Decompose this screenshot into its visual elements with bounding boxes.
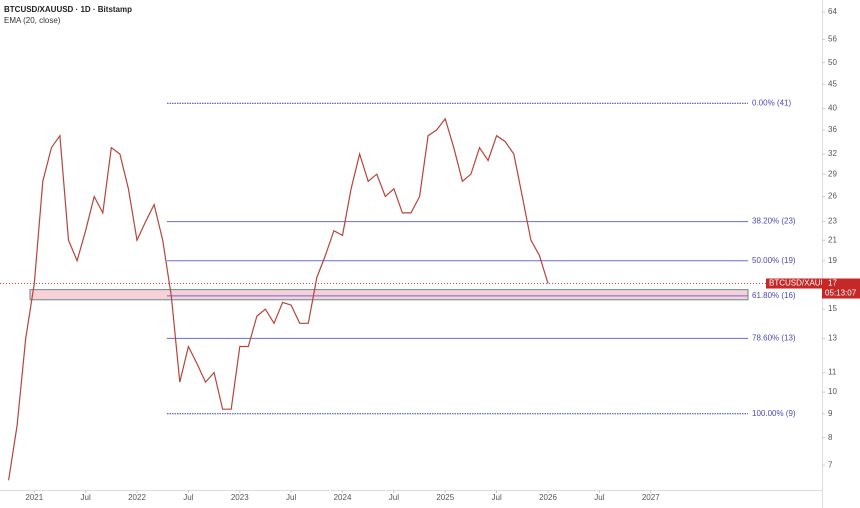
y-tick-label: 15 <box>828 304 837 313</box>
countdown-label: 05:13:07 <box>825 289 857 298</box>
symbol-tag <box>766 278 822 289</box>
indicator-label: EMA (20, close) <box>4 16 61 25</box>
x-tick-label: 2026 <box>539 493 557 502</box>
y-tick-label: 26 <box>828 192 837 201</box>
y-tick-label: 36 <box>828 125 837 134</box>
fib-label: 50.00% (19) <box>752 256 796 265</box>
symbol-label: BTCUSD/XAUUSD <box>769 279 838 288</box>
chart-title: BTCUSD/XAUUSD · 1D · Bitstamp <box>4 5 132 14</box>
support-zone <box>29 289 749 301</box>
fib-label: 38.20% (23) <box>752 217 796 226</box>
x-tick-label: 2024 <box>334 493 352 502</box>
fib-label: 0.00% (41) <box>752 98 791 107</box>
price-line <box>8 117 549 481</box>
x-tick-label: Jul <box>492 493 502 502</box>
y-tick-label: 21 <box>828 235 837 244</box>
fib-label: 61.80% (16) <box>752 291 796 300</box>
x-tick-label: 2025 <box>436 493 454 502</box>
last-price-label: 17 <box>828 279 837 288</box>
price-tag <box>822 278 860 299</box>
x-tick-label: Jul <box>183 493 193 502</box>
y-tick-label: 45 <box>828 79 837 88</box>
y-tick-label: 32 <box>828 149 837 158</box>
y-tick-label: 7 <box>828 460 833 469</box>
y-tick-label: 23 <box>828 217 837 226</box>
y-tick-label: 64 <box>828 7 837 16</box>
fib-label: 100.00% (9) <box>752 409 796 418</box>
y-tick-label: 11 <box>828 368 837 377</box>
x-tick-label: Jul <box>286 493 296 502</box>
x-tick-label: 2023 <box>231 493 249 502</box>
x-tick-label: Jul <box>81 493 91 502</box>
y-tick-label: 29 <box>828 169 837 178</box>
y-tick-label: 10 <box>828 387 837 396</box>
y-tick-label: 8 <box>828 433 833 442</box>
y-tick-label: 50 <box>828 58 837 67</box>
y-tick-label: 56 <box>828 35 837 44</box>
x-tick-label: 2027 <box>642 493 660 502</box>
x-tick-label: Jul <box>594 493 604 502</box>
y-tick-label: 40 <box>828 103 837 112</box>
x-tick-label: Jul <box>389 493 399 502</box>
y-tick-label: 13 <box>828 334 837 343</box>
y-tick-label: 19 <box>828 256 837 265</box>
x-tick-label: 2022 <box>128 493 146 502</box>
fib-label: 78.60% (13) <box>752 334 796 343</box>
x-tick-label: 2021 <box>25 493 43 502</box>
y-tick-label: 9 <box>828 409 833 418</box>
